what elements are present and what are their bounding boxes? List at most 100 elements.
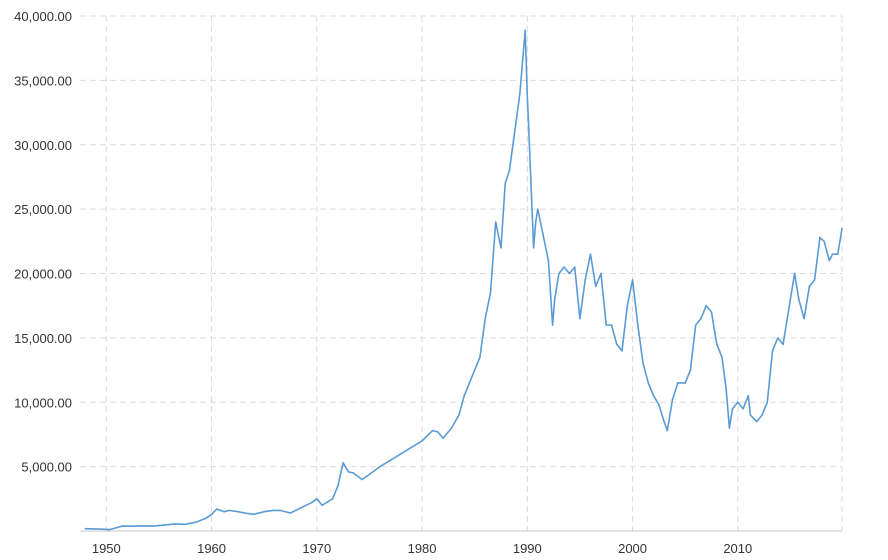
data-point: [347, 471, 350, 473]
x-tick-label: 1950: [92, 541, 121, 556]
data-point: [637, 324, 639, 326]
data-point: [610, 324, 613, 326]
y-tick-label: 25,000.00: [14, 202, 72, 217]
data-point: [473, 369, 476, 371]
y-axis: 5,000.00 10,000.00 15,000.00 20,000.00 25,00…: [14, 9, 72, 475]
data-point: [737, 401, 739, 404]
data-point: [279, 509, 281, 512]
data-point: [793, 272, 796, 275]
data-point: [819, 236, 821, 239]
y-tick-label: 20,000.00: [14, 267, 72, 282]
data-point: [551, 324, 554, 326]
data-point: [716, 343, 718, 346]
data-point: [379, 465, 381, 468]
data-point: [537, 208, 539, 210]
data-point: [121, 525, 123, 527]
data-point: [519, 92, 521, 95]
data-point: [410, 446, 413, 449]
data-point: [524, 29, 526, 32]
data-point: [677, 382, 679, 384]
data-point: [547, 259, 550, 262]
plot-area: [84, 29, 843, 531]
data-point: [689, 369, 692, 371]
data-point: [271, 509, 274, 512]
data-point: [568, 272, 571, 275]
data-point: [647, 382, 650, 384]
data-point: [553, 298, 556, 301]
data-point: [228, 509, 231, 512]
data-point: [808, 285, 811, 288]
data-point: [513, 131, 516, 133]
data-point: [621, 350, 623, 352]
data-point: [841, 227, 843, 230]
data-point: [563, 266, 565, 268]
data-point: [831, 253, 834, 255]
data-point: [421, 440, 423, 442]
data-point: [300, 507, 302, 509]
data-point: [658, 404, 660, 406]
x-tick-label: 1980: [408, 541, 437, 556]
x-tick-label: 1970: [302, 541, 331, 556]
data-point: [389, 459, 392, 462]
data-point: [342, 462, 344, 464]
data-point: [728, 427, 731, 429]
data-point: [237, 510, 239, 513]
x-tick-label: 1990: [513, 541, 542, 556]
data-point: [589, 253, 592, 255]
data-point: [252, 513, 255, 516]
data-point: [247, 512, 250, 515]
x-tick-label: 1960: [197, 541, 226, 556]
data-point: [663, 420, 665, 423]
data-point: [542, 234, 544, 236]
data-point: [573, 266, 576, 268]
data-point: [152, 525, 155, 527]
data-point: [184, 523, 186, 526]
data-point: [652, 395, 655, 397]
data-point: [504, 182, 507, 185]
data-point: [694, 324, 697, 326]
x-tick-label: 2000: [618, 541, 647, 556]
data-point: [725, 388, 727, 391]
x-axis: 1950 1960 1970 1980 1990 2000 2010: [80, 530, 842, 556]
data-point: [163, 524, 165, 526]
data-point: [803, 317, 805, 320]
data-point: [642, 362, 644, 365]
data-point: [484, 317, 487, 320]
y-tick-label: 5,000.00: [21, 460, 72, 475]
data-point: [131, 525, 134, 527]
data-point: [337, 485, 339, 487]
data-point: [705, 304, 707, 307]
data-point: [195, 521, 197, 523]
data-point: [700, 317, 702, 320]
data-point: [666, 429, 669, 432]
data-point: [837, 253, 839, 255]
data-point: [368, 473, 371, 476]
data-point: [749, 414, 752, 416]
data-point: [710, 311, 713, 313]
data-point: [99, 528, 101, 530]
data-point: [558, 272, 560, 275]
data-point: [823, 240, 825, 243]
data-point: [771, 350, 774, 352]
data-point: [594, 285, 597, 288]
data-point: [210, 513, 213, 516]
data-point: [600, 272, 602, 275]
data-point: [400, 453, 402, 455]
data-point: [479, 356, 481, 359]
data-point: [777, 337, 779, 339]
data-point: [616, 343, 618, 346]
data-point: [321, 504, 323, 507]
data-point: [828, 259, 831, 262]
data-point: [605, 324, 607, 326]
x-tick-label: 2010: [723, 541, 752, 556]
data-point: [463, 395, 466, 397]
data-point: [755, 420, 758, 423]
data-point: [534, 221, 537, 223]
data-point: [671, 398, 674, 401]
data-point: [813, 279, 816, 281]
data-point: [458, 414, 460, 416]
y-tick-label: 35,000.00: [14, 73, 72, 88]
data-point: [782, 343, 784, 346]
data-point: [532, 247, 535, 249]
